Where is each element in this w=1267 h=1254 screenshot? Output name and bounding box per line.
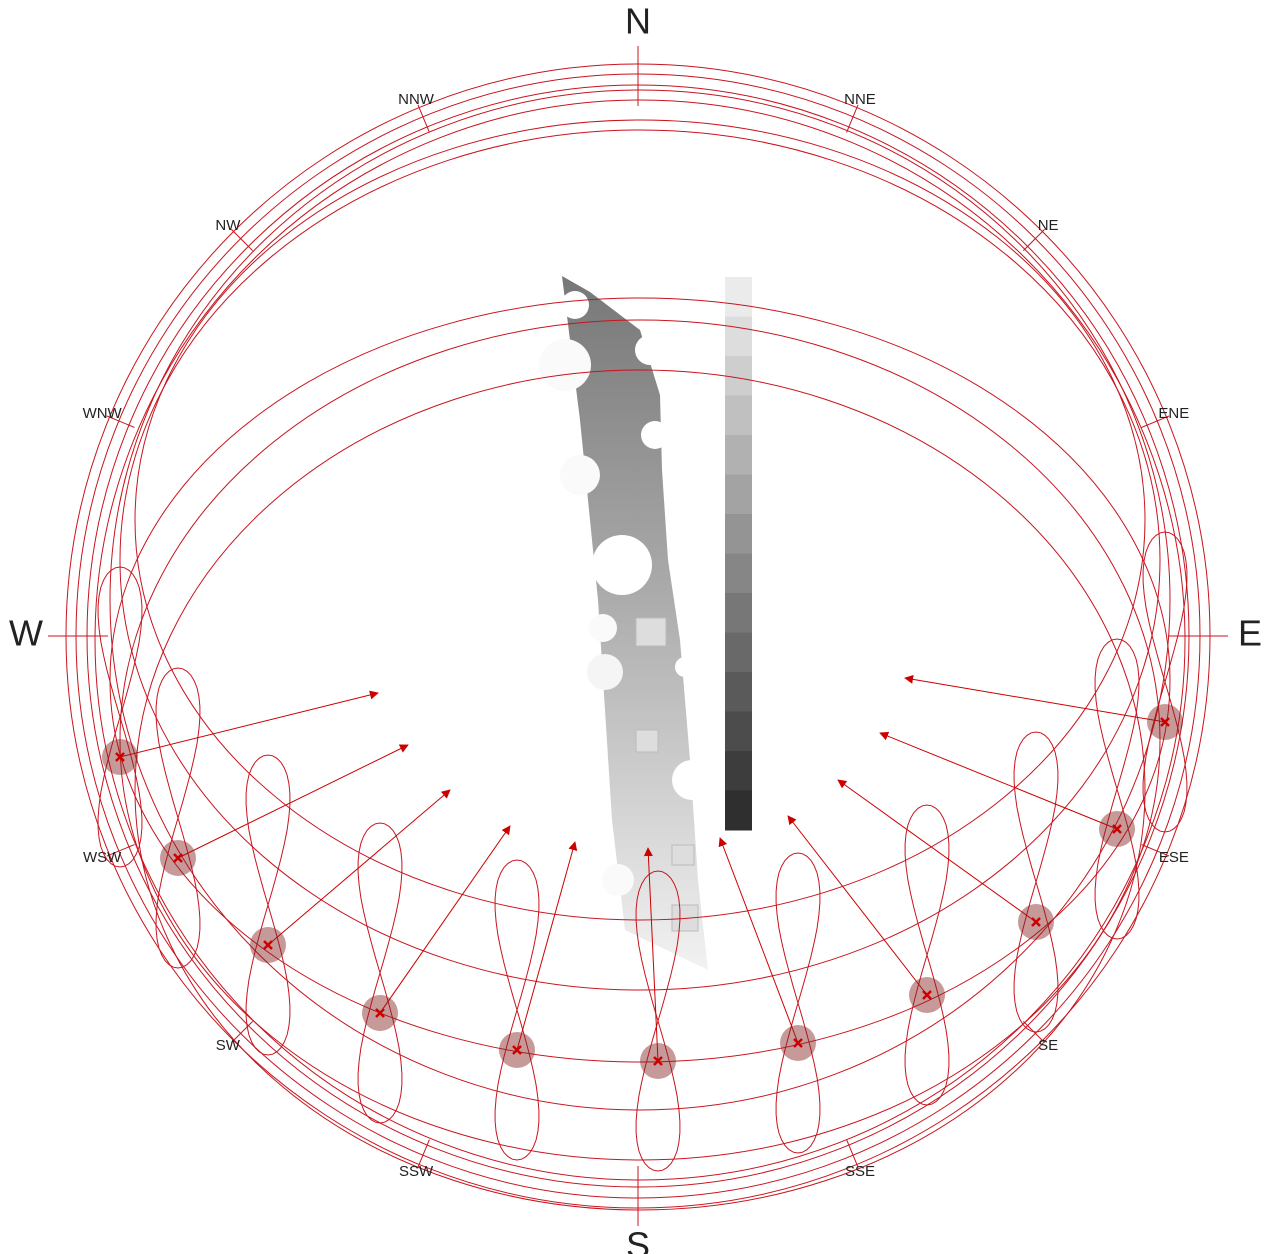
- sun-ray: [905, 678, 1165, 722]
- compass-label: SE: [1038, 1037, 1058, 1054]
- scale-step: [725, 554, 752, 594]
- analemma: [1143, 532, 1187, 832]
- compass-label: NE: [1038, 217, 1059, 234]
- site-map: [539, 276, 712, 970]
- scale-step: [725, 791, 752, 831]
- scale-step: [725, 435, 752, 475]
- scale-step: [725, 475, 752, 515]
- compass-label: WNW: [83, 405, 123, 422]
- scale-step: [725, 672, 752, 712]
- compass-label: E: [1238, 613, 1262, 654]
- scale-step: [725, 751, 752, 791]
- analemma: [358, 823, 402, 1123]
- sun-ray: [880, 733, 1117, 829]
- sun-ray: [178, 745, 408, 858]
- sun-ray: [380, 826, 510, 1013]
- scale-step: [725, 396, 752, 436]
- compass-label: ENE: [1158, 405, 1189, 422]
- sun-ray: [838, 780, 1036, 922]
- compass-label: NNE: [844, 91, 876, 108]
- sun-ray: [120, 693, 378, 757]
- compass-label: S: [626, 1225, 650, 1254]
- scale-step: [725, 593, 752, 633]
- compass-label: W: [9, 613, 43, 654]
- scale-step: [725, 356, 752, 396]
- compass-label: SSW: [399, 1163, 434, 1180]
- compass-label: SSE: [845, 1163, 875, 1180]
- scale-step: [725, 277, 752, 317]
- compass-label: NNW: [398, 91, 435, 108]
- compass-label: N: [625, 1, 651, 42]
- compass-label: ESE: [1159, 849, 1189, 866]
- sun-path-diagram: NNNENEENEEESESESSESSSWSWWSWWWNWNWNNW: [0, 0, 1267, 1254]
- analemma: [246, 755, 290, 1055]
- analemma: [156, 668, 200, 968]
- scale-step: [725, 514, 752, 554]
- shade-scale: [725, 277, 752, 831]
- analemma: [98, 567, 142, 867]
- scale-step: [725, 712, 752, 752]
- scale-step: [725, 633, 752, 673]
- compass-label: NW: [215, 217, 241, 234]
- sun-ray: [720, 838, 798, 1043]
- analemma: [1014, 732, 1058, 1032]
- sun-ray: [517, 842, 575, 1050]
- scale-step: [725, 317, 752, 357]
- sun-ray: [788, 816, 927, 995]
- compass-label: SW: [216, 1037, 241, 1054]
- analemma: [905, 805, 949, 1105]
